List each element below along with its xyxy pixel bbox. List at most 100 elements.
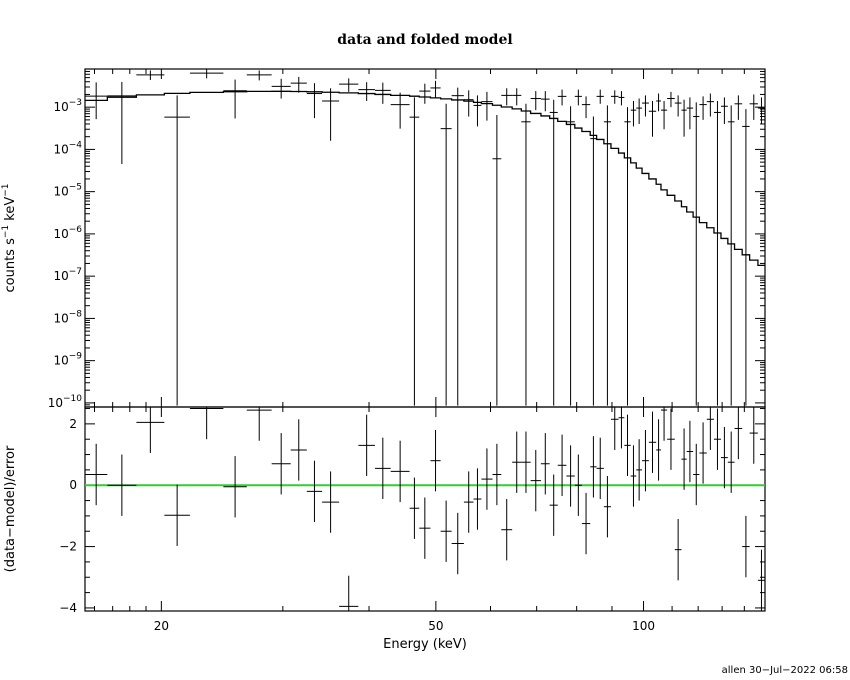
y-tick-label: 10−6 — [53, 225, 82, 241]
data-point — [306, 83, 323, 119]
residual-point — [720, 426, 728, 489]
y-tick-exponent: −9 — [69, 352, 83, 362]
residual-point — [618, 407, 625, 449]
data-point — [290, 76, 307, 93]
data-point — [603, 105, 611, 406]
residual-point — [706, 407, 714, 450]
footer-credit: allen 30−Jul−2022 06:58 — [722, 665, 848, 676]
residual-point — [636, 439, 643, 501]
data-point — [374, 82, 391, 104]
y-tick-base: 10 — [53, 354, 68, 368]
data-point — [618, 91, 625, 106]
data-point — [85, 82, 108, 120]
data-point — [473, 95, 482, 127]
residual-point — [512, 431, 522, 493]
y-tick-base: 10 — [53, 269, 68, 283]
residual-point — [358, 414, 375, 477]
y-tick-exponent: −7 — [69, 267, 82, 277]
data-point — [136, 70, 165, 80]
chart-title: data and folded model — [337, 32, 512, 48]
data-point — [590, 116, 597, 406]
residual-point — [713, 408, 721, 470]
residual-points — [85, 407, 765, 611]
data-point — [358, 82, 375, 101]
residual-point — [630, 445, 637, 507]
y-tick-exponent: −3 — [69, 98, 82, 108]
residual-point — [566, 445, 575, 507]
data-point — [390, 92, 410, 129]
residual-point — [339, 575, 359, 611]
residual-point — [686, 420, 694, 483]
residual-x-ticks: 20 50 100 — [94, 407, 766, 633]
spectrum-panel-frame — [84, 68, 766, 408]
y-tick-exponent: −5 — [69, 183, 82, 193]
residual-point — [590, 436, 597, 498]
data-point — [430, 80, 441, 98]
y-tick-label: 10−8 — [53, 309, 82, 325]
y-tick-label: 10−3 — [53, 98, 82, 114]
data-point — [492, 115, 502, 406]
y-tick-label: 10−5 — [53, 183, 82, 199]
y-tick-base: 10 — [53, 311, 68, 325]
residual-point — [610, 407, 619, 450]
residual-point — [223, 456, 247, 518]
y-label-unit: keV — [3, 197, 18, 225]
data-point — [667, 91, 675, 108]
y-tick-base: 10 — [53, 227, 68, 241]
data-point — [734, 95, 743, 120]
residual-point — [473, 468, 482, 530]
residual-point — [540, 433, 550, 495]
residual-y-tick-label: 2 — [69, 417, 77, 431]
x-tick-label: 50 — [428, 619, 443, 633]
x-axis-label: Energy (keV) — [383, 637, 467, 652]
y-tick-exponent: −10 — [63, 394, 82, 404]
y-tick-exponent: −4 — [69, 140, 83, 150]
residual-point — [430, 430, 441, 492]
data-point — [757, 97, 765, 124]
residual-point — [390, 440, 410, 503]
data-point — [540, 91, 550, 112]
residual-point — [481, 448, 493, 510]
y-tick-exponent: −6 — [69, 225, 83, 235]
data-point — [512, 88, 522, 106]
data-point — [674, 95, 682, 117]
data-point — [699, 96, 707, 120]
residual-point — [271, 433, 291, 495]
residual-point — [246, 407, 272, 441]
residual-point — [501, 499, 513, 561]
x-tick-label: 100 — [632, 619, 655, 633]
data-point — [656, 93, 661, 112]
residual-y-ticks: 2 0 −2 −4 — [59, 408, 765, 615]
x-tick-label: 20 — [154, 619, 169, 633]
model-step-curve — [85, 90, 765, 267]
data-point — [501, 88, 513, 106]
residual-point — [693, 443, 700, 506]
data-point — [624, 107, 631, 406]
residual-point — [409, 477, 420, 539]
data-point — [742, 109, 750, 406]
residual-point — [648, 411, 657, 473]
data-point — [440, 103, 452, 406]
residual-point — [440, 500, 452, 562]
spectrum-data-points — [85, 68, 765, 406]
residual-point — [322, 471, 340, 533]
data-point — [451, 87, 464, 406]
data-point — [660, 100, 668, 130]
data-point — [189, 68, 224, 79]
residual-point — [463, 471, 474, 533]
data-point — [246, 70, 272, 81]
y-tick-label: 10−10 — [48, 394, 83, 410]
residual-point — [549, 474, 558, 536]
data-point — [610, 90, 619, 104]
data-point — [566, 106, 575, 406]
residual-point — [419, 497, 431, 559]
residual-point — [727, 431, 735, 493]
residual-y-tick-label: 0 — [69, 478, 77, 492]
data-point — [223, 79, 247, 119]
data-point — [481, 91, 493, 121]
residual-panel: 20−2−4 20 50 100 — [59, 406, 766, 633]
residual-point — [757, 549, 765, 611]
residual-point — [734, 407, 743, 460]
residual-y-tick-label: −4 — [59, 601, 77, 615]
